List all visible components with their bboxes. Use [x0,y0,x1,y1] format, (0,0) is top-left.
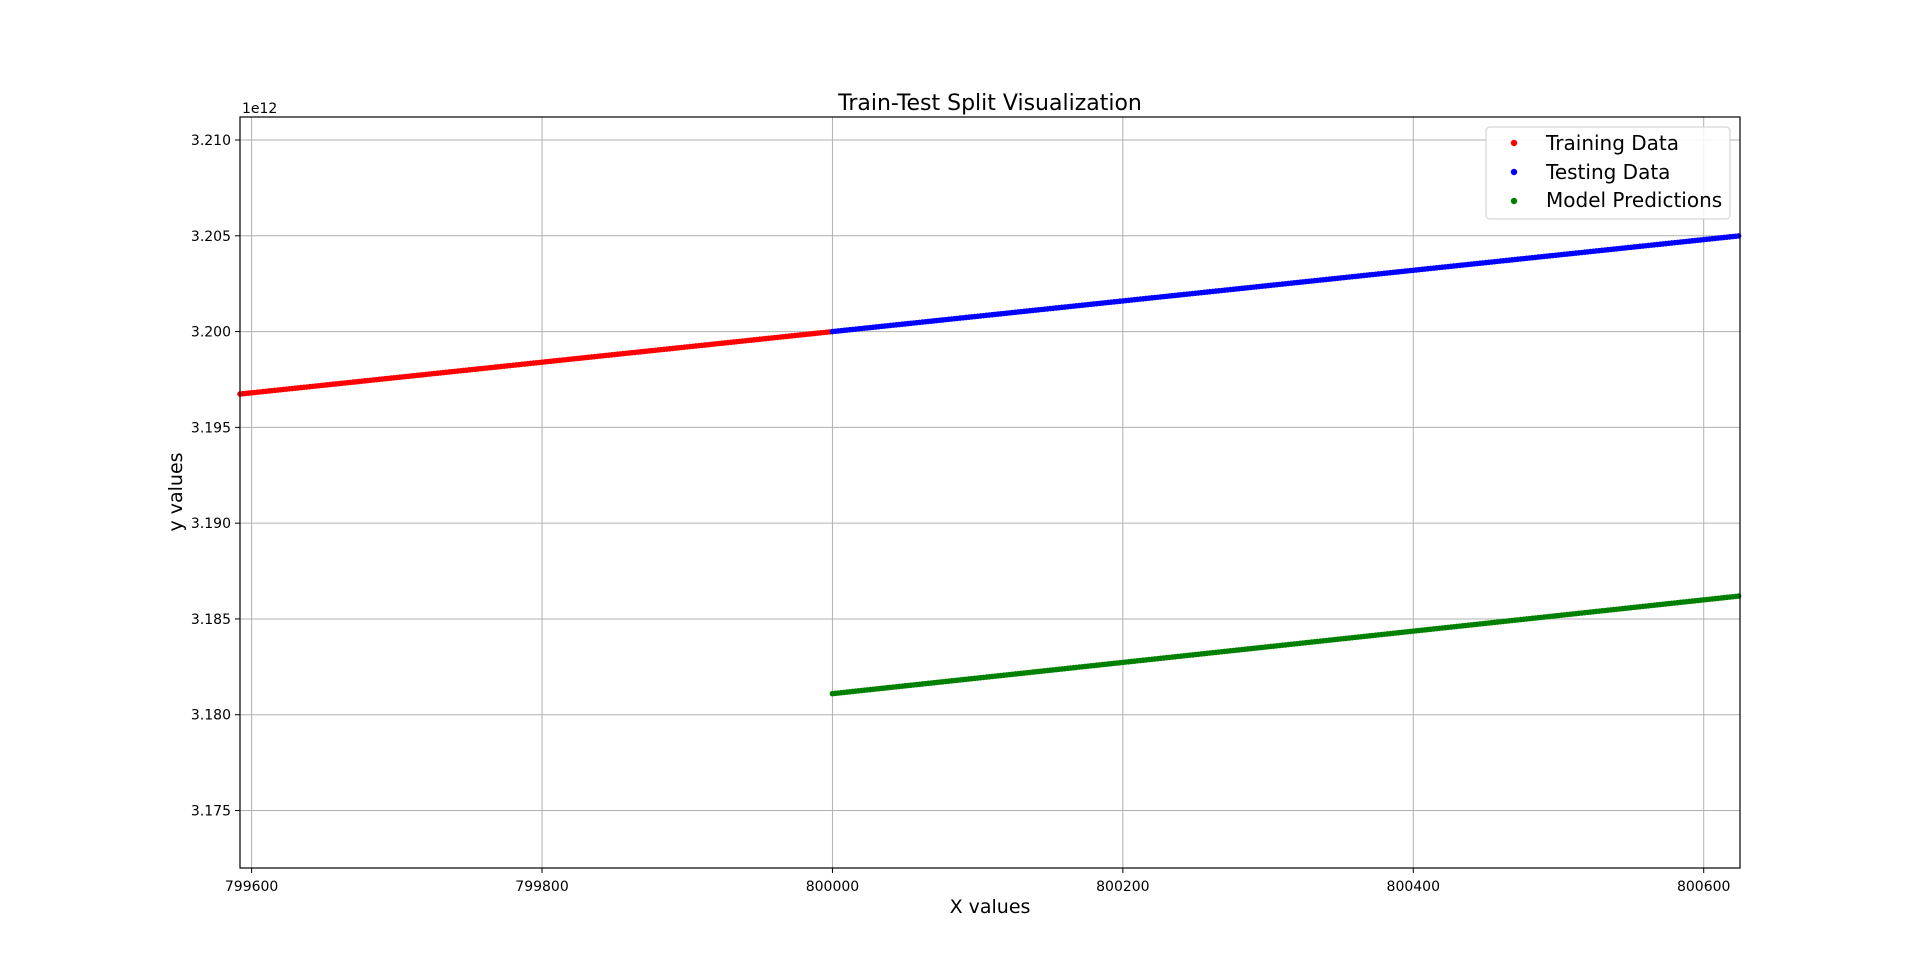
y-tick-label: 3.195 [191,420,231,436]
ticks: 799600 799800 800000 800200 800400 800600 3.17… [191,133,1731,895]
x-tick-label: 800000 [806,879,859,895]
y-tick-label: 3.175 [191,804,231,820]
y-tick-label: 3.205 [191,229,231,245]
y-tick-label: 3.180 [191,708,231,724]
legend-label-testing: Testing Data [1545,160,1670,184]
x-tick-label: 799800 [515,879,568,895]
y-tick-label: 3.210 [191,133,231,149]
legend-marker-predictions [1510,197,1518,205]
legend-box [1485,126,1731,220]
legend: Training Data Testing Data Model Predict… [1485,126,1731,220]
x-tick-label: 800200 [1096,879,1149,895]
series-predictions [829,593,1742,697]
plot-area [240,117,1740,868]
plot-frame [239,116,1741,869]
y-tick-label: 3.185 [191,612,231,628]
legend-label-training: Training Data [1545,131,1679,155]
legend-marker-testing [1510,168,1518,176]
x-tick-label: 800600 [1677,879,1730,895]
series-testing [829,233,1742,335]
grid [240,117,1740,868]
y-tick-label: 3.200 [191,325,231,341]
legend-label-predictions: Model Predictions [1546,188,1722,212]
chart-title: Train-Test Split Visualization [837,91,1142,116]
x-tick-label: 800400 [1387,879,1440,895]
y-tick-label: 3.190 [191,516,231,532]
legend-marker-training [1510,139,1518,147]
x-tick-label: 799600 [225,879,278,895]
y-offset-label: 1e12 [242,101,277,117]
y-axis-label: y values [165,452,187,531]
data-points [237,233,1742,697]
x-axis-label: X values [950,896,1031,918]
series-training [237,328,836,397]
